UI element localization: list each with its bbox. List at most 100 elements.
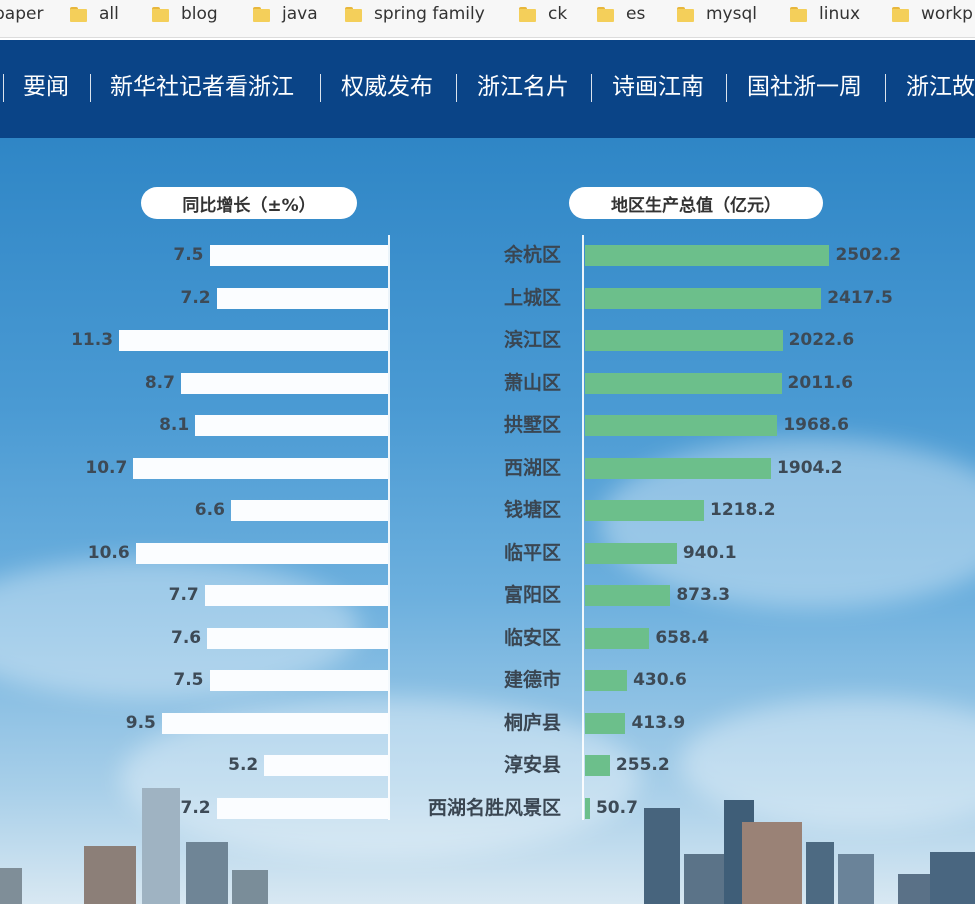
folder-icon (345, 6, 362, 22)
nav-item-stories[interactable]: 浙江故 (906, 74, 975, 100)
district-label: 上城区 (503, 286, 561, 309)
district-label: 钱塘区 (503, 499, 561, 521)
nav-separator (885, 74, 886, 102)
district-label: 余杭区 (503, 244, 561, 266)
folder-icon (152, 6, 169, 22)
building-decoration (186, 842, 228, 904)
bookmark-label: spring family (374, 4, 485, 24)
growth-value-label: 7.5 (173, 245, 204, 265)
gdp-bar (585, 457, 772, 479)
growth-bar (204, 585, 388, 606)
building-decoration (806, 842, 834, 904)
bookmark-mysql[interactable]: mysql (677, 0, 757, 28)
growth-value-label: 7.7 (168, 585, 199, 605)
growth-value-label: 10.7 (85, 457, 128, 478)
bookmark-spring-family[interactable]: spring family (345, 0, 485, 28)
growth-value-label: 6.6 (194, 500, 225, 520)
growth-value-label: 8.1 (159, 415, 190, 435)
growth-value-label: 10.6 (87, 542, 130, 563)
nav-separator (90, 74, 91, 102)
nav-separator (591, 74, 592, 102)
growth-bar (195, 415, 388, 436)
nav-item-news[interactable]: 要闻 (23, 74, 69, 100)
growth-bar (216, 797, 388, 819)
gdp-heading: 地区生产总值（亿元） (569, 187, 823, 219)
bookmark-all[interactable]: all (70, 0, 119, 28)
bookmark-label: linux (819, 4, 861, 24)
gdp-value-label: 940.1 (682, 542, 737, 563)
gdp-value-label: 1968.6 (783, 415, 849, 435)
growth-heading: 同比增长（±%） (141, 187, 357, 219)
gdp-value-label: 2022.6 (788, 330, 855, 350)
growth-value-label: 9.5 (125, 712, 156, 733)
bookmark-label: paper (0, 4, 44, 24)
gdp-value-label: 50.7 (595, 797, 638, 818)
nav-item-reporters[interactable]: 新华社记者看浙江 (110, 74, 294, 100)
growth-bar (135, 542, 388, 564)
gdp-infographic: 同比增长（±%） 地区生产总值（亿元） 7.5 余杭区 2502.2 7.2 上城区 24… (0, 138, 975, 904)
growth-axis (388, 235, 390, 820)
gdp-bar (585, 755, 610, 776)
growth-bar (119, 330, 388, 351)
folder-icon (519, 6, 536, 22)
folder-icon (677, 6, 694, 22)
district-label: 滨江区 (503, 329, 561, 351)
building-decoration (232, 870, 268, 904)
gdp-value-label: 2502.2 (835, 245, 902, 265)
gdp-bar (585, 415, 778, 436)
gdp-bar (585, 585, 671, 606)
gdp-bar (585, 500, 705, 521)
bookmark-java[interactable]: java (253, 0, 318, 28)
bookmark-workp[interactable]: workp (892, 0, 973, 28)
district-label: 西湖名胜风景区 (427, 796, 561, 819)
growth-bar (161, 712, 388, 734)
gdp-value-label: 658.4 (655, 627, 710, 648)
growth-value-label: 8.7 (144, 372, 175, 393)
bookmark-linux[interactable]: linux (790, 0, 860, 28)
nav-item-zhejiang-cards[interactable]: 浙江名片 (477, 74, 569, 100)
nav-separator (726, 74, 727, 102)
growth-value-label: 7.6 (170, 627, 202, 648)
nav-item-jiangnan[interactable]: 诗画江南 (612, 74, 704, 100)
district-label: 临安区 (503, 626, 561, 649)
gdp-bar (585, 542, 677, 564)
nav-separator (320, 74, 321, 102)
building-decoration (142, 788, 180, 904)
bookmark-blog[interactable]: blog (152, 0, 218, 28)
building-decoration (838, 854, 874, 904)
building-decoration (930, 852, 975, 904)
bookmark-label: all (99, 4, 119, 24)
gdp-bar (585, 670, 628, 691)
district-label: 富阳区 (503, 584, 561, 606)
district-label: 西湖区 (503, 456, 561, 479)
bookmark-paper[interactable]: paper (0, 0, 43, 28)
bookmark-label: ck (548, 4, 568, 24)
bookmark-es[interactable]: es (597, 0, 645, 28)
folder-icon (253, 6, 270, 22)
gdp-bar (585, 372, 782, 394)
nav-item-weekly[interactable]: 国社浙一周 (747, 74, 862, 100)
gdp-value-label: 2417.5 (827, 287, 893, 308)
gdp-axis (582, 235, 584, 820)
district-label: 临平区 (503, 541, 561, 564)
nav-item-official[interactable]: 权威发布 (341, 74, 433, 100)
growth-bar (180, 372, 388, 394)
bookmark-label: es (626, 4, 646, 24)
growth-bar (209, 670, 388, 691)
gdp-bar (585, 627, 650, 649)
building-decoration (0, 868, 22, 904)
bookmark-ck[interactable]: ck (519, 0, 567, 28)
growth-value-label: 7.5 (173, 670, 204, 690)
bookmark-label: mysql (706, 4, 757, 24)
nav-separator (456, 74, 457, 102)
growth-value-label: 7.2 (180, 797, 211, 818)
growth-bar (216, 287, 388, 309)
growth-bar (209, 245, 388, 266)
building-decoration (898, 874, 930, 904)
gdp-value-label: 255.2 (615, 755, 670, 775)
gdp-value-label: 413.9 (631, 712, 686, 733)
gdp-value-label: 1218.2 (710, 500, 776, 520)
folder-icon (790, 6, 807, 22)
bookmark-label: java (282, 4, 318, 24)
gdp-bar (585, 712, 626, 734)
